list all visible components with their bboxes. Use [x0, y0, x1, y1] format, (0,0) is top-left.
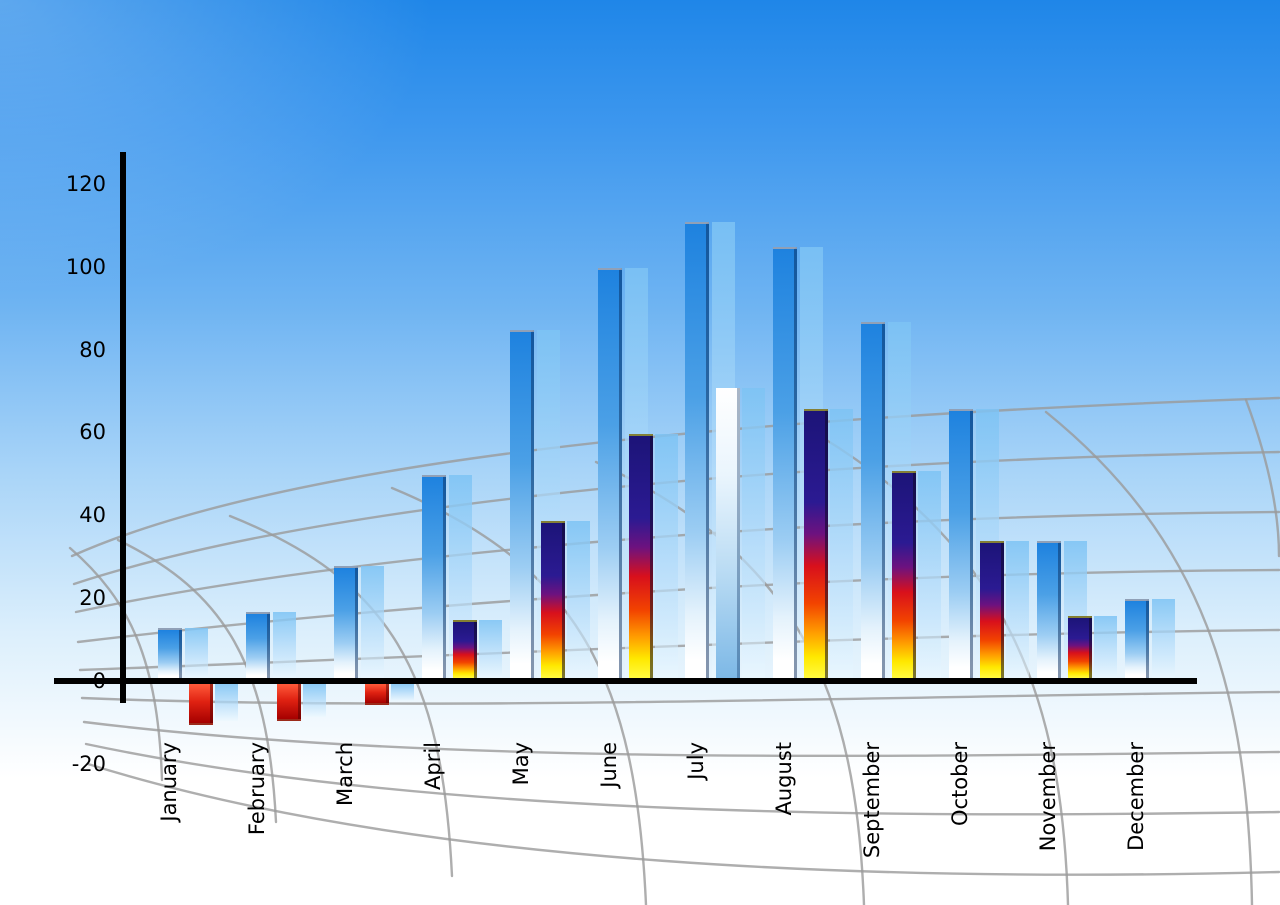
bar-echo-secondary-july — [742, 388, 766, 678]
bar-echo-secondary-june — [654, 434, 678, 678]
x-axis-label-april: April — [420, 742, 445, 790]
bar-echo-secondary-may — [566, 521, 590, 678]
bar-primary-august — [773, 247, 798, 678]
bar-echo-secondary-march — [390, 684, 414, 701]
bar-secondary-may — [540, 521, 565, 678]
x-axis-label-august: August — [772, 742, 797, 816]
bar-primary-june — [597, 268, 622, 678]
y-tick-label-100: 100 — [65, 254, 106, 279]
x-axis-label-october: October — [948, 742, 973, 827]
bar-primary-november — [1037, 541, 1061, 678]
x-axis-label-january: January — [157, 742, 181, 822]
x-axis-label-july: July — [684, 742, 709, 780]
bar-echo-secondary-january — [215, 684, 238, 721]
bar-echo-primary-march — [360, 566, 384, 678]
x-axis-line — [54, 678, 1197, 684]
x-axis-label-september: September — [860, 742, 885, 859]
bar-secondary-march — [364, 684, 389, 705]
y-tick-label-80: 80 — [79, 337, 106, 362]
y-tick-label--20: -20 — [71, 751, 106, 776]
bar-echo-secondary-august — [830, 409, 854, 678]
bar-secondary-september — [892, 471, 917, 678]
bar-primary-january — [158, 628, 182, 678]
bar-secondary-january — [189, 684, 213, 725]
y-tick-label-40: 40 — [79, 503, 106, 528]
bar-secondary-july — [716, 388, 741, 678]
bar-secondary-june — [628, 434, 653, 678]
bar-primary-february — [245, 612, 270, 678]
x-axis-label-may: May — [508, 742, 533, 786]
x-axis-label-march: March — [332, 742, 357, 807]
bar-echo-secondary-february — [302, 684, 326, 717]
bar-secondary-august — [804, 409, 829, 678]
x-axis-label-november: November — [1036, 742, 1060, 852]
bar-echo-secondary-october — [1006, 541, 1030, 678]
x-axis-label-february: February — [244, 742, 269, 836]
bar-echo-secondary-april — [478, 620, 502, 678]
y-tick-label-20: 20 — [79, 586, 106, 611]
bar-primary-may — [509, 330, 534, 678]
x-axis-label-june: June — [596, 742, 621, 788]
bar-echo-primary-january — [185, 628, 208, 678]
bar-echo-secondary-november — [1094, 616, 1117, 678]
bar-secondary-november — [1068, 616, 1092, 678]
bar-secondary-february — [276, 684, 301, 721]
bar-primary-july — [685, 222, 710, 678]
bar-primary-april — [421, 475, 446, 678]
x-axis-label-december: December — [1123, 742, 1148, 851]
y-tick-label-120: 120 — [65, 171, 106, 196]
bar-echo-primary-december — [1151, 599, 1175, 678]
bar-primary-december — [1124, 599, 1149, 678]
bar-primary-october — [949, 409, 974, 678]
bar-secondary-october — [980, 541, 1005, 678]
bar-echo-secondary-september — [918, 471, 942, 678]
y-tick-label-60: 60 — [79, 420, 106, 445]
bar-echo-primary-february — [272, 612, 296, 678]
y-axis-line — [120, 152, 126, 703]
y-tick-label-0: 0 — [92, 669, 106, 693]
bar-primary-september — [861, 322, 886, 678]
bar-primary-march — [333, 566, 358, 678]
bar-secondary-april — [452, 620, 477, 678]
